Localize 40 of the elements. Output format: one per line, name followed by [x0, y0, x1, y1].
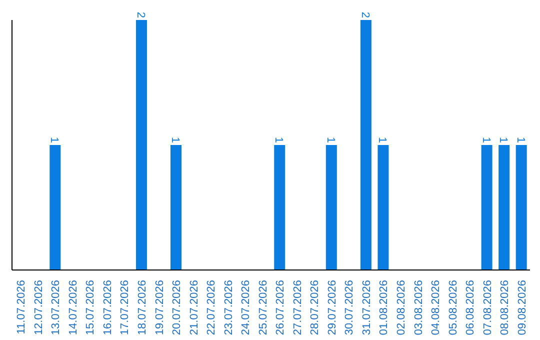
x-tick-label: 13.07.2026 [50, 280, 62, 336]
x-tick-label: 25.07.2026 [257, 280, 270, 336]
data-label: 1 [514, 136, 526, 143]
x-tick-label: 21.07.2026 [188, 280, 200, 336]
x-tick-label: 14.07.2026 [67, 280, 80, 336]
x-tick-label: 11.07.2026 [16, 280, 28, 334]
x-tick-label: 31.07.2026 [360, 280, 373, 336]
data-label: 1 [376, 136, 388, 143]
x-tick-label: 02.08.2026 [396, 280, 408, 336]
data-label: 2 [134, 12, 146, 18]
x-tick-label: 08.08.2026 [499, 280, 512, 336]
x-tick-label: 18.07.2026 [136, 280, 148, 336]
x-tick-label: 12.07.2026 [32, 280, 45, 336]
x-tick-label: 17.07.2026 [119, 280, 132, 336]
x-tick-label: 29.07.2026 [326, 280, 338, 336]
data-label: 1 [324, 136, 336, 143]
x-tick-label: 07.08.2026 [482, 280, 494, 336]
x-tick-label: 26.07.2026 [274, 280, 287, 336]
x-tick-label: 09.08.2026 [516, 280, 528, 336]
x-tick-label: 27.07.2026 [292, 280, 304, 336]
x-tick-label: 05.08.2026 [447, 280, 460, 336]
x-tick-label: 28.07.2026 [309, 280, 322, 336]
x-tick-label: 04.08.2026 [430, 280, 442, 336]
x-tick-label: 23.07.2026 [222, 280, 235, 336]
x-tick-label: 30.07.2026 [344, 280, 356, 336]
x-tick-label: 15.07.2026 [84, 280, 97, 336]
x-tick-label: 20.07.2026 [171, 280, 184, 336]
data-label: 1 [48, 136, 60, 143]
x-tick-label: 19.07.2026 [154, 280, 166, 336]
x-tick-label: 03.08.2026 [412, 280, 425, 336]
data-label: 1 [272, 136, 285, 143]
x-tick-label: 22.07.2026 [206, 280, 218, 336]
x-tick-label: 06.08.2026 [464, 280, 477, 336]
x-tick-label: 24.07.2026 [240, 280, 252, 336]
data-label: 1 [480, 136, 492, 143]
x-tick-label: 16.07.2026 [102, 280, 114, 336]
data-label: 1 [497, 136, 510, 143]
x-tick-label: 01.08.2026 [378, 280, 390, 336]
data-label: 1 [169, 136, 182, 143]
data-label: 2 [358, 12, 371, 18]
